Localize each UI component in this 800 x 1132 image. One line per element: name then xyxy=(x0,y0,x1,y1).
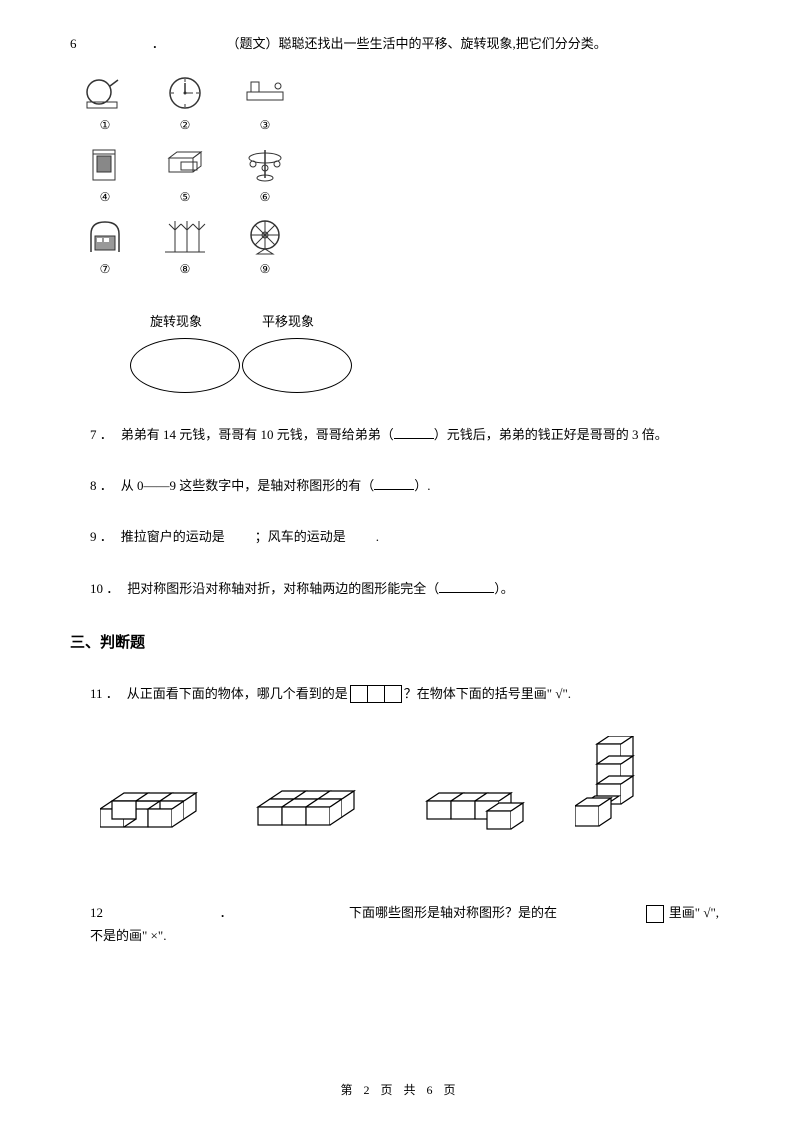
image-label-6: ⑥ xyxy=(240,187,290,209)
oval-label-translate: 平移现象 xyxy=(262,310,314,333)
q8-blank xyxy=(374,476,414,490)
q10-text2: ）。 xyxy=(494,581,514,596)
image-label-9: ⑨ xyxy=(240,259,290,281)
q9-text3: . xyxy=(376,529,379,544)
q10-number: 10 ． xyxy=(90,581,119,596)
cube-shape-1 xyxy=(100,771,205,831)
q7-text2: ）元钱后，弟弟的钱正好是哥哥的 3 倍。 xyxy=(434,427,668,442)
image-row-3: ⑦ ⑧ ⑨ xyxy=(80,217,730,281)
image-cell-2: ② xyxy=(160,73,210,137)
image-cell-6: ⑥ xyxy=(240,145,290,209)
q7-blank xyxy=(394,425,434,439)
checkbox-icon xyxy=(646,905,664,923)
question-8: 8 ． 从 0——9 这些数字中，是轴对称图形的有（ ）. xyxy=(90,474,730,497)
image-label-4: ④ xyxy=(80,187,130,209)
image-label-8: ⑧ xyxy=(160,259,210,281)
three-square-icon xyxy=(350,685,402,703)
q7-text1: 弟弟有 14 元钱，哥哥有 10 元钱，哥哥给弟弟（ xyxy=(121,427,394,442)
oval-label-rotate: 旋转现象 xyxy=(150,310,202,333)
cubes-row xyxy=(100,736,730,831)
image-label-3: ③ xyxy=(240,115,290,137)
cube-shape-2 xyxy=(250,771,370,831)
tunnel-icon xyxy=(83,218,127,256)
oval-translate xyxy=(242,338,352,393)
windmill-icon xyxy=(163,218,207,256)
carousel-icon xyxy=(243,146,287,184)
q12-text1: 下面哪些图形是轴对称图形？是的在 xyxy=(349,905,557,920)
image-label-7: ⑦ xyxy=(80,259,130,281)
question-11: 11 ． 从正面看下面的物体，哪几个看到的是 ？在物体下面的括号里画" √". xyxy=(90,682,730,830)
q11-text1: 从正面看下面的物体，哪几个看到的是 xyxy=(127,682,348,705)
ferris-wheel-icon xyxy=(243,218,287,256)
q8-text1: 从 0——9 这些数字中，是轴对称图形的有（ xyxy=(121,478,375,493)
grinder-icon xyxy=(83,74,127,112)
q11-number: 11 ． xyxy=(90,682,119,705)
question-7: 7 ． 弟弟有 14 元钱，哥哥有 10 元钱，哥哥给弟弟（ ）元钱后，弟弟的钱正好… xyxy=(90,423,730,446)
classification-ovals: 旋转现象 平移现象 xyxy=(130,310,730,392)
page-footer: 第 2 页 共 6 页 xyxy=(0,1080,800,1102)
q6-text: （题文）聪聪还找出一些生活中的平移、旋转现象,把它们分分类。 xyxy=(227,32,607,55)
image-row-1: ① ② ③ xyxy=(80,73,730,137)
image-row-2: ④ ⑤ ⑥ xyxy=(80,145,730,209)
question-9: 9 ． 推拉窗户的运动是 ；风车的运动是. xyxy=(90,525,730,548)
image-cell-4: ④ xyxy=(80,145,130,209)
q7-number: 7 ． xyxy=(90,427,113,442)
q10-blank xyxy=(439,579,494,593)
image-cell-3: ③ xyxy=(240,73,290,137)
drawer-icon xyxy=(163,146,207,184)
q12-dot: ． xyxy=(220,905,233,920)
image-label-2: ② xyxy=(160,115,210,137)
q9-text2: ；风车的运动是 xyxy=(255,529,346,544)
q6-number: 6 xyxy=(70,32,90,55)
oval-rotate xyxy=(130,338,240,393)
clock-icon xyxy=(163,74,207,112)
section-3-title: 三、判断题 xyxy=(70,630,730,657)
cube-shape-4 xyxy=(575,736,645,831)
image-grid: ① ② ③ ④ ⑤ ⑥ ⑦ ⑧ xyxy=(80,73,730,280)
q10-text1: 把对称图形沿对称轴对折，对称轴两边的图形能完全（ xyxy=(127,581,439,596)
q8-number: 8 ． xyxy=(90,478,113,493)
question-12: 12 ． 下面哪些图形是轴对称图形？是的在 里画" √", 不是的画" ×". xyxy=(90,901,730,948)
conveyor-icon xyxy=(243,74,287,112)
q9-text1: 推拉窗户的运动是 xyxy=(121,529,225,544)
q11-text2: ？在物体下面的括号里画" √". xyxy=(404,682,571,705)
question-6-header: 6 ． （题文）聪聪还找出一些生活中的平移、旋转现象,把它们分分类。 xyxy=(70,32,730,55)
question-10: 10 ． 把对称图形沿对称轴对折，对称轴两边的图形能完全（ ）。 xyxy=(90,577,730,600)
q6-dot: ． xyxy=(93,32,223,55)
image-cell-8: ⑧ xyxy=(160,217,210,281)
image-label-1: ① xyxy=(80,115,130,137)
image-cell-9: ⑨ xyxy=(240,217,290,281)
q8-text2: ）. xyxy=(414,478,430,493)
image-cell-7: ⑦ xyxy=(80,217,130,281)
q9-number: 9 ． xyxy=(90,529,113,544)
image-cell-1: ① xyxy=(80,73,130,137)
cube-shape-3 xyxy=(415,771,530,831)
elevator-icon xyxy=(83,146,127,184)
image-cell-5: ⑤ xyxy=(160,145,210,209)
image-label-5: ⑤ xyxy=(160,187,210,209)
q12-number: 12 xyxy=(90,905,103,920)
